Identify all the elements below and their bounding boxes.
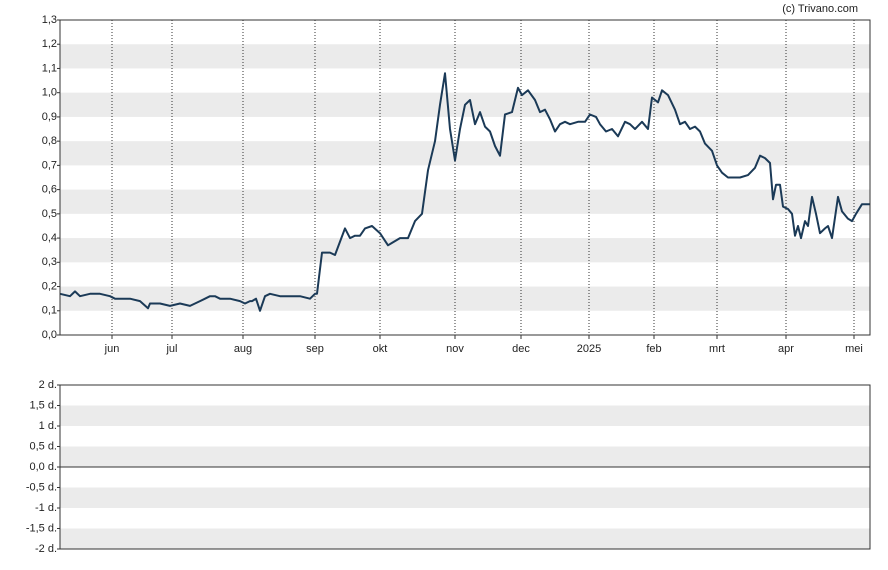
band (60, 405, 870, 426)
x-tick-label: jun (104, 343, 120, 355)
band (60, 446, 870, 467)
band (60, 141, 870, 166)
y-tick-label: 0,6 (42, 184, 57, 196)
x-tick-label: feb (646, 343, 661, 355)
x-tick-label: apr (778, 343, 794, 355)
y-tick-label: -0,5 d. (26, 481, 57, 493)
band (60, 528, 870, 549)
x-tick-label: okt (373, 343, 388, 355)
band (60, 487, 870, 508)
y-tick-label: 2 d. (39, 379, 57, 391)
band (60, 286, 870, 311)
band (60, 44, 870, 69)
y-tick-label: 0,8 (42, 135, 57, 147)
x-tick-label: dec (512, 343, 530, 355)
y-tick-label: -1 d. (35, 502, 57, 514)
y-tick-label: 0,1 (42, 305, 57, 317)
y-tick-label: 1 d. (39, 420, 57, 432)
y-tick-label: 0,0 (42, 329, 57, 341)
y-tick-label: 1,3 (42, 14, 57, 26)
y-tick-label: 0,5 d. (29, 440, 57, 452)
plot-frame (59, 384, 871, 550)
y-tick-label: 1,5 d. (29, 399, 57, 411)
x-tick-label: aug (234, 343, 252, 355)
y-tick-label: 0,9 (42, 111, 57, 123)
y-tick-label: 1,1 (42, 62, 57, 74)
y-tick-label: -1,5 d. (26, 522, 57, 534)
y-tick-label: 0,7 (42, 159, 57, 171)
y-tick-label: 0,2 (42, 280, 57, 292)
y-tick-label: 1,2 (42, 38, 57, 50)
plot-frame (59, 19, 871, 336)
y-tick-label: 0,3 (42, 256, 57, 268)
price-line (59, 72, 870, 312)
band (60, 238, 870, 263)
band (60, 189, 870, 214)
credit: (c) Trivano.com (782, 3, 858, 15)
x-tick-label: mrt (709, 343, 725, 355)
x-tick-label: jul (165, 343, 177, 355)
x-tick-label: mei (845, 343, 863, 355)
x-tick-label: sep (306, 343, 324, 355)
y-tick-label: 0,4 (42, 232, 57, 244)
x-tick-label: nov (446, 343, 464, 355)
y-tick-label: -2 d. (35, 543, 57, 555)
y-tick-label: 1,0 (42, 87, 57, 99)
y-tick-label: 0,0 d. (29, 461, 57, 473)
y-tick-label: 0,5 (42, 208, 57, 220)
x-tick-label: 2025 (577, 343, 601, 355)
